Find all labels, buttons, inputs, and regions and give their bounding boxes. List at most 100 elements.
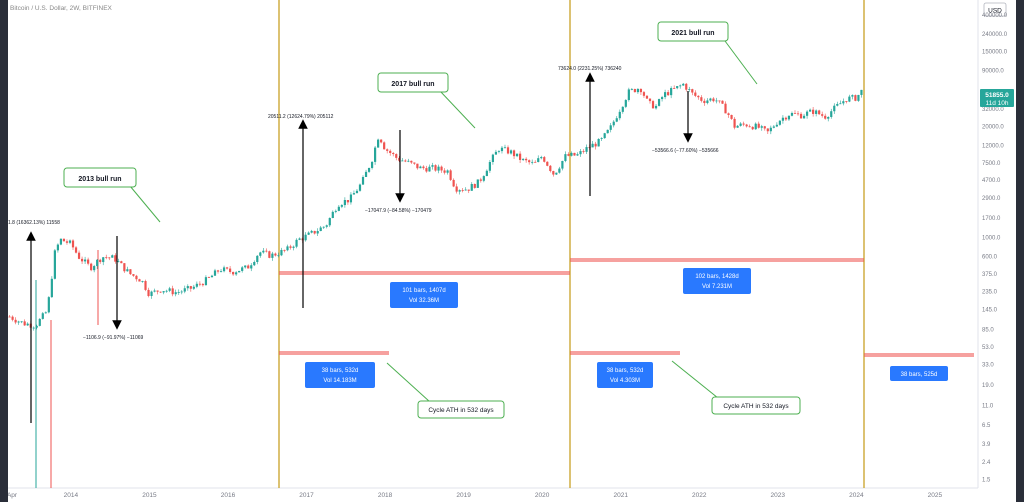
candle-body [606,129,609,134]
time-tick-label: Apr [7,492,18,499]
candle-body [509,150,513,154]
candle-body [818,110,821,115]
candle-body [17,321,20,323]
range-line-1428d[interactable] [570,258,864,262]
range-label-532d-a[interactable]: 38 bars, 532d Vol 14.183M [305,362,375,388]
candle-body [739,123,742,126]
candle-body [549,165,552,172]
callout-2017[interactable]: 2017 bull run [377,72,476,129]
candle-body [87,259,90,264]
range-label-1407d[interactable]: 101 bars, 1407d Vol 32.36M [390,282,458,308]
candle-body [207,277,211,278]
callout-2013[interactable]: 2013 bull run [63,167,161,223]
candle-body [77,252,81,259]
range-label-532d-a-line2: Vol 14.183M [323,378,356,384]
candle-body [389,150,392,153]
candle-body [857,94,860,101]
candle-body [651,101,655,109]
time-tick-label: 2019 [456,492,471,499]
left-edge-shade [0,0,8,502]
price-tick-label: 19.0 [982,383,994,389]
candle-body [316,231,319,234]
candle-body [407,160,410,162]
time-tick-label: 2024 [849,492,864,499]
candle-body [691,89,694,93]
candle-body [349,194,353,203]
candle-body [854,95,857,101]
range-line-532d-a[interactable] [279,351,389,355]
range-label-532d-b-line1: 38 bars, 532d [607,368,644,374]
candle-body [386,149,389,151]
candle-body [431,165,434,167]
candle-body [93,266,96,271]
candle-body [68,240,72,243]
candle-body [183,288,186,292]
candle-body [26,323,29,326]
measure-label-2021-up: 73624.0 (2231.25%) 736240 [558,66,622,72]
candle-body [265,250,268,252]
candle-body [32,327,35,329]
candle-body [636,88,640,93]
candle-body [851,95,854,97]
candle-body [458,190,461,192]
candle-body [778,120,781,125]
callout-ath-1[interactable]: Cycle ATH in 532 days [386,362,505,419]
candle-body [663,92,667,98]
callout-ath-2[interactable]: Cycle ATH in 532 days [671,360,801,415]
range-label-525d-line1: 38 bars, 525d [901,372,938,378]
candle-body [657,99,661,106]
candle-body [241,267,244,271]
candle-body [286,246,289,251]
candle-body [485,170,488,177]
range-line-532d-b[interactable] [570,351,680,355]
last-price-tag[interactable]: 51855.0 11d 10h [980,89,1014,107]
price-tick-label: 90000.0 [982,68,1004,74]
price-tick-label: 240000.0 [982,32,1008,38]
time-axis-ticks: Apr 2014 2015 2016 2017 2018 2019 2020 2021 2022 2… [7,492,943,499]
callout-2021[interactable]: 2021 bull run [657,21,758,85]
candle-body [228,268,232,272]
candle-body [292,246,295,248]
candle-body [219,271,223,272]
candle-body [307,232,310,235]
candle-body [627,89,630,101]
candle-body [452,179,455,187]
price-tick-label: 32000.0 [982,107,1004,113]
range-label-532d-b[interactable]: 38 bars, 532d Vol 4.303M [597,362,653,388]
candle-body [805,111,809,116]
candle-body [71,240,75,248]
price-tick-label: 6.5 [982,423,991,429]
range-label-1428d[interactable]: 102 bars, 1428d Vol 7.231M [683,268,751,294]
candle-body [470,183,473,191]
candle-body [772,126,775,128]
callout-2021-text: 2021 bull run [671,30,714,37]
range-label-1428d-line2: Vol 7.231M [702,284,732,290]
currency-box[interactable] [983,2,1007,17]
candle-body [352,193,356,195]
candle-body [398,157,401,161]
candle-body [65,241,69,243]
range-line-525d[interactable] [864,353,974,357]
candle-body [177,292,180,293]
candle-body [712,98,715,102]
candle-body [159,291,162,293]
candle-body [567,154,570,156]
candle-body [343,199,346,206]
candle-body [679,85,682,87]
candle-body [612,121,615,126]
price-tick-label: 2.4 [982,460,991,466]
range-label-525d[interactable]: 38 bars, 525d [890,366,948,381]
candle-body [210,275,214,278]
candle-body [295,239,298,247]
candle-body [162,291,165,293]
candle-body [727,113,730,115]
candle-body [754,123,757,130]
candle-body [298,238,301,240]
candle-body [660,97,664,100]
measure-label-2013-up: 1.8 (16362.13%) 11558 [8,220,60,226]
range-line-1407d[interactable] [279,271,570,275]
candle-body [102,257,105,263]
candle-body [694,92,697,96]
candle-body [630,89,633,90]
